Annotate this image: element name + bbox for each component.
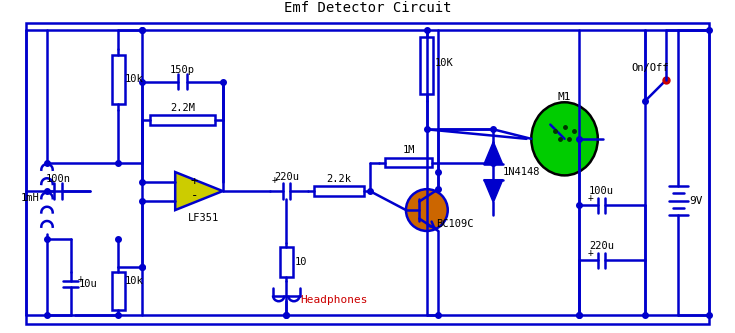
Title: Emf Detector Circuit: Emf Detector Circuit [284,1,451,15]
Bar [315,186,364,196]
Text: 100u: 100u [589,186,614,196]
Text: 10: 10 [294,257,306,267]
Text: 2.2M: 2.2M [170,104,195,114]
Polygon shape [484,142,503,165]
Text: 1M: 1M [403,145,415,155]
Ellipse shape [531,102,598,175]
Text: Headphones: Headphones [300,295,368,305]
Text: 150p: 150p [170,66,195,76]
Polygon shape [484,180,503,202]
Text: 2.2k: 2.2k [326,174,351,184]
Text: 10u: 10u [79,279,97,289]
Text: 220u: 220u [589,241,614,251]
Text: 10k: 10k [125,276,144,286]
Bar [112,55,125,104]
Text: LF351: LF351 [188,213,219,223]
Polygon shape [175,172,223,210]
Text: 10K: 10K [434,58,453,68]
Text: +: + [272,175,278,185]
Bar [279,247,293,277]
Text: 9V: 9V [689,195,703,205]
Text: On/Off: On/Off [631,63,669,73]
Circle shape [406,189,448,231]
Text: +: + [190,175,198,188]
Text: BC109C: BC109C [437,219,474,229]
Text: 10k: 10k [125,75,144,85]
Bar [112,272,125,310]
Text: +: + [77,274,83,284]
Text: 1mH: 1mH [21,193,39,203]
Bar [150,115,215,125]
Bar [385,158,432,167]
Text: M1: M1 [558,92,571,102]
Text: 1N4148: 1N4148 [503,167,540,177]
Bar [420,37,434,94]
Text: 220u: 220u [274,172,299,182]
Text: 100n: 100n [46,174,71,184]
Text: +: + [587,248,593,258]
Text: +: + [587,193,593,203]
Text: -: - [190,189,198,202]
